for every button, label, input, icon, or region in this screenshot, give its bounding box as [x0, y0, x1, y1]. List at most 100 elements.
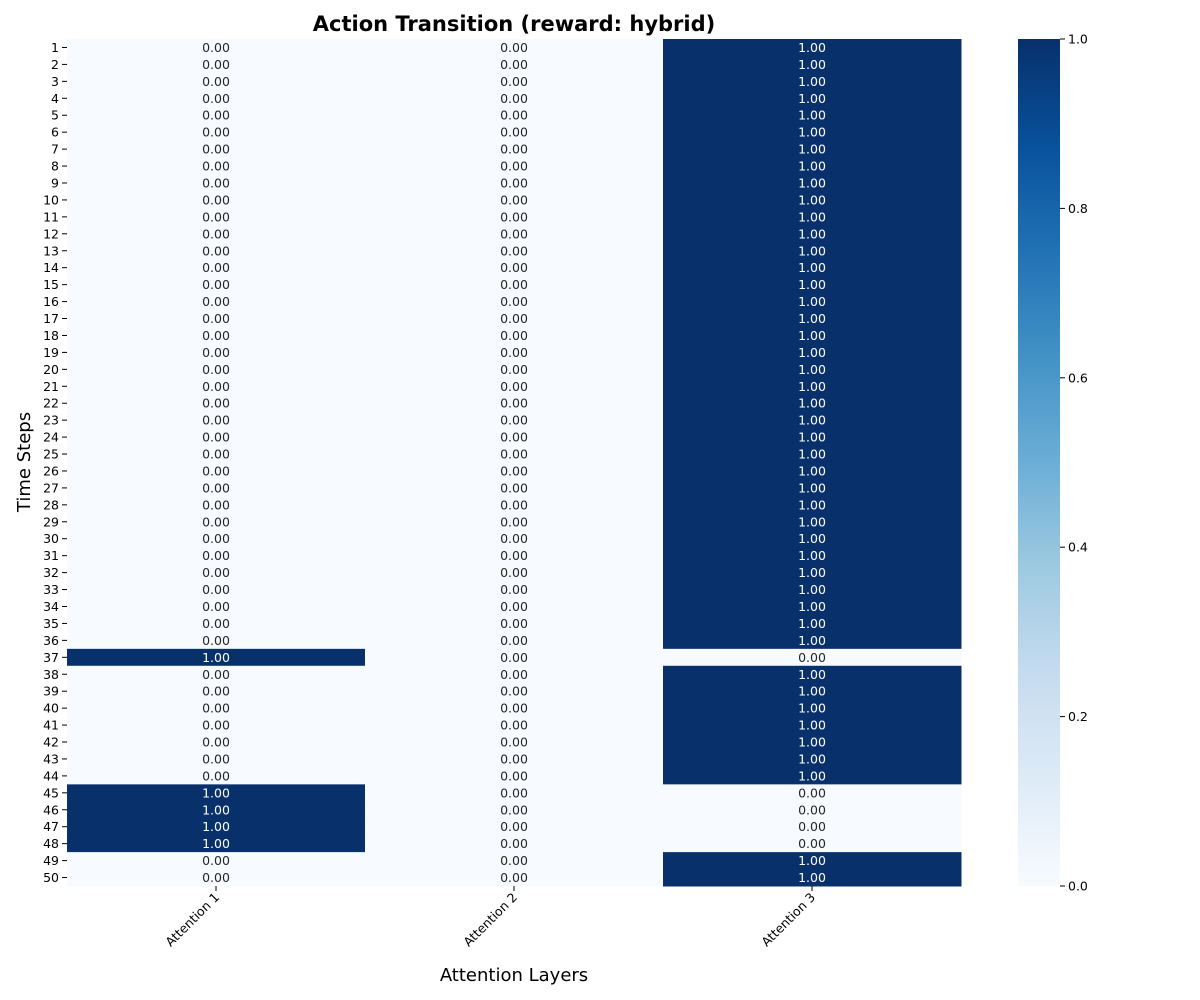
- cell-value-label: 0.00: [500, 192, 528, 207]
- heatmap-cell: [67, 750, 366, 768]
- heatmap-cell: [67, 631, 366, 650]
- heatmap-cell: [67, 276, 366, 294]
- heatmap-cell: [365, 72, 664, 91]
- heatmap-cell: [365, 665, 664, 684]
- heatmap-cell: [67, 39, 366, 57]
- cell-value-label: 1.00: [798, 379, 826, 394]
- y-tick-label: 47: [43, 819, 59, 834]
- heatmap-cell: [67, 598, 366, 616]
- y-tick-label: 2: [51, 57, 59, 72]
- heatmap-cell: [365, 208, 664, 226]
- colorbar-tick-label: 0.2: [1068, 709, 1088, 724]
- heatmap-cell: [67, 55, 366, 74]
- cell-value-label: 1.00: [798, 735, 826, 750]
- heatmap-cell: [67, 801, 366, 819]
- cell-value-label: 0.00: [500, 413, 528, 428]
- heatmap-cell: [663, 496, 962, 514]
- heatmap-cell: [67, 208, 366, 226]
- heatmap-cell: [365, 259, 664, 277]
- cell-value-label: 1.00: [798, 463, 826, 478]
- heatmap-cell: [67, 699, 366, 718]
- cell-value-label: 1.00: [798, 57, 826, 72]
- heatmap-cell: [365, 733, 664, 751]
- cell-value-label: 1.00: [798, 616, 826, 631]
- cell-value-label: 0.00: [500, 819, 528, 834]
- heatmap-cell: [663, 699, 962, 718]
- heatmap-cell: [365, 123, 664, 142]
- y-tick-label: 33: [43, 582, 59, 597]
- cell-value-label: 0.00: [500, 57, 528, 72]
- y-tick-label: 39: [43, 684, 59, 699]
- heatmap-cell: [365, 716, 664, 735]
- heatmap-cell: [67, 242, 366, 260]
- y-tick-label: 44: [43, 768, 59, 783]
- y-tick-label: 10: [43, 192, 59, 207]
- y-tick-label: 31: [43, 548, 59, 563]
- x-tick-label: Attention 2: [460, 890, 520, 950]
- heatmap-cell: [67, 293, 366, 311]
- cell-value-label: 0.00: [500, 40, 528, 55]
- cell-value-label: 0.00: [500, 853, 528, 868]
- heatmap-cell: [67, 157, 366, 176]
- y-tick-label: 23: [43, 413, 59, 428]
- colorbar-tick-label: 0.4: [1068, 540, 1088, 555]
- y-tick-label: 1: [51, 40, 59, 55]
- cell-value-label: 1.00: [798, 226, 826, 241]
- heatmap-cell: [663, 479, 962, 497]
- heatmap-cell: [663, 716, 962, 735]
- cell-value-label: 0.00: [202, 751, 230, 766]
- cell-value-label: 0.00: [202, 311, 230, 326]
- heatmap-cell: [67, 784, 366, 802]
- heatmap-cell: [365, 293, 664, 311]
- cell-value-label: 1.00: [798, 667, 826, 682]
- cell-value-label: 0.00: [500, 328, 528, 343]
- y-tick-label: 49: [43, 853, 59, 868]
- cell-value-label: 0.00: [500, 548, 528, 563]
- heatmap-cell: [663, 208, 962, 226]
- y-tick-label: 8: [51, 159, 59, 174]
- heatmap-cell: [67, 140, 366, 159]
- heatmap-cell: [365, 581, 664, 599]
- cell-value-label: 0.00: [202, 142, 230, 157]
- y-tick-label: 11: [43, 209, 59, 224]
- heatmap-cell: [663, 801, 962, 819]
- cell-value-label: 0.00: [202, 396, 230, 411]
- heatmap-cell: [663, 174, 962, 192]
- cell-value-label: 1.00: [798, 633, 826, 648]
- cell-value-label: 1.00: [798, 74, 826, 89]
- cell-value-label: 0.00: [500, 735, 528, 750]
- heatmap-cell: [663, 852, 962, 870]
- cell-value-label: 1.00: [798, 447, 826, 462]
- heatmap-cell: [663, 818, 962, 836]
- cell-value-label: 1.00: [798, 701, 826, 716]
- y-tick-label: 20: [43, 362, 59, 377]
- cell-value-label: 1.00: [798, 108, 826, 123]
- heatmap-cell: [663, 513, 962, 531]
- cell-value-label: 0.00: [500, 684, 528, 699]
- heatmap-cell: [365, 648, 664, 667]
- heatmap-cell: [365, 682, 664, 701]
- cell-value-label: 1.00: [798, 684, 826, 699]
- heatmap-cell: [663, 89, 962, 108]
- cell-value-label: 1.00: [798, 396, 826, 411]
- cell-value-label: 0.00: [500, 260, 528, 275]
- cell-value-label: 0.00: [500, 159, 528, 174]
- heatmap-cell: [67, 326, 366, 345]
- cell-value-label: 0.00: [798, 785, 826, 800]
- heatmap-cell: [67, 310, 366, 328]
- cell-value-label: 0.00: [500, 277, 528, 292]
- cell-value-label: 0.00: [202, 379, 230, 394]
- heatmap-cell: [663, 157, 962, 176]
- y-tick-label: 18: [43, 328, 59, 343]
- cell-value-label: 1.00: [798, 531, 826, 546]
- y-tick-label: 38: [43, 667, 59, 682]
- cell-value-label: 0.00: [202, 108, 230, 123]
- cell-value-label: 0.00: [500, 667, 528, 682]
- y-tick-label: 3: [51, 74, 59, 89]
- heatmap-cell: [365, 106, 664, 125]
- heatmap-cell: [663, 106, 962, 125]
- y-tick-label: 42: [43, 735, 59, 750]
- heatmap-cell: [663, 411, 962, 430]
- heatmap-cell: [365, 598, 664, 616]
- cell-value-label: 0.00: [500, 463, 528, 478]
